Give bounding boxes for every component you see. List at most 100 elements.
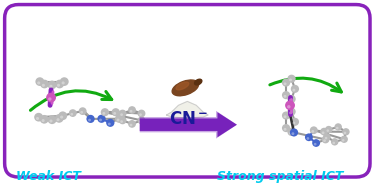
Circle shape	[323, 133, 331, 141]
Circle shape	[46, 93, 56, 102]
Circle shape	[34, 113, 43, 121]
Circle shape	[79, 107, 87, 115]
Circle shape	[322, 132, 324, 134]
FancyBboxPatch shape	[5, 5, 370, 177]
Circle shape	[113, 112, 116, 115]
Circle shape	[119, 117, 127, 124]
Circle shape	[284, 95, 287, 98]
Circle shape	[108, 123, 111, 126]
Circle shape	[99, 118, 102, 121]
Circle shape	[112, 108, 120, 116]
Circle shape	[62, 81, 65, 84]
Circle shape	[42, 119, 45, 122]
FancyArrowPatch shape	[140, 112, 237, 137]
Circle shape	[36, 117, 39, 120]
Circle shape	[314, 143, 316, 145]
Circle shape	[87, 115, 95, 123]
Circle shape	[287, 95, 296, 103]
Ellipse shape	[172, 80, 198, 96]
Circle shape	[282, 91, 290, 99]
Circle shape	[287, 108, 296, 116]
Text: Weak ICT: Weak ICT	[15, 170, 81, 183]
Circle shape	[48, 81, 56, 89]
Circle shape	[130, 124, 132, 126]
Circle shape	[128, 120, 136, 128]
Circle shape	[325, 126, 333, 133]
Circle shape	[50, 120, 53, 123]
Circle shape	[291, 85, 299, 93]
Circle shape	[287, 128, 296, 136]
Circle shape	[342, 139, 344, 142]
Circle shape	[290, 128, 298, 137]
Circle shape	[307, 137, 309, 140]
Circle shape	[335, 123, 342, 131]
Circle shape	[289, 78, 292, 81]
Circle shape	[287, 75, 296, 83]
Circle shape	[80, 111, 83, 114]
Circle shape	[320, 128, 328, 135]
Circle shape	[138, 117, 146, 124]
Circle shape	[139, 120, 142, 123]
Ellipse shape	[176, 82, 189, 90]
Circle shape	[332, 142, 335, 144]
Circle shape	[120, 113, 123, 116]
Circle shape	[331, 138, 338, 145]
Circle shape	[40, 80, 49, 88]
Circle shape	[289, 111, 292, 114]
Circle shape	[305, 133, 313, 141]
Circle shape	[284, 82, 287, 85]
FancyArrowPatch shape	[140, 111, 237, 139]
Circle shape	[312, 139, 320, 147]
Circle shape	[36, 77, 44, 86]
Circle shape	[289, 99, 292, 102]
Circle shape	[56, 118, 60, 121]
Circle shape	[325, 137, 327, 139]
Circle shape	[130, 110, 132, 113]
Circle shape	[116, 118, 119, 121]
Circle shape	[336, 127, 339, 129]
Circle shape	[139, 113, 142, 116]
Text: $\mathbf{CN^-}$: $\mathbf{CN^-}$	[169, 110, 208, 128]
Circle shape	[106, 119, 115, 127]
Circle shape	[119, 110, 127, 117]
Circle shape	[98, 115, 106, 123]
Polygon shape	[167, 101, 208, 118]
Circle shape	[60, 77, 69, 86]
Circle shape	[284, 115, 287, 118]
Circle shape	[285, 100, 295, 110]
Circle shape	[37, 81, 40, 84]
Circle shape	[48, 97, 51, 101]
Circle shape	[323, 139, 326, 142]
Circle shape	[101, 108, 109, 116]
Circle shape	[115, 115, 123, 123]
Circle shape	[322, 136, 330, 143]
Circle shape	[120, 120, 123, 123]
Circle shape	[344, 132, 346, 134]
Circle shape	[55, 114, 64, 123]
Circle shape	[88, 119, 91, 121]
Circle shape	[60, 116, 63, 119]
Circle shape	[289, 132, 292, 135]
Circle shape	[50, 85, 53, 88]
Circle shape	[48, 115, 57, 124]
Circle shape	[58, 111, 67, 120]
Circle shape	[291, 118, 299, 126]
Circle shape	[284, 128, 287, 131]
Ellipse shape	[195, 79, 202, 85]
Circle shape	[282, 111, 290, 120]
Circle shape	[102, 112, 105, 115]
Circle shape	[287, 105, 291, 108]
Circle shape	[327, 129, 329, 132]
Circle shape	[282, 78, 290, 87]
Circle shape	[57, 84, 60, 87]
Circle shape	[341, 136, 348, 143]
Circle shape	[311, 130, 314, 133]
Text: Strong spatial ICT: Strong spatial ICT	[217, 170, 344, 183]
Circle shape	[282, 124, 290, 132]
Circle shape	[55, 80, 64, 88]
Circle shape	[128, 106, 136, 114]
Circle shape	[291, 132, 294, 135]
Circle shape	[138, 110, 146, 117]
Circle shape	[293, 122, 295, 124]
Circle shape	[342, 128, 350, 135]
